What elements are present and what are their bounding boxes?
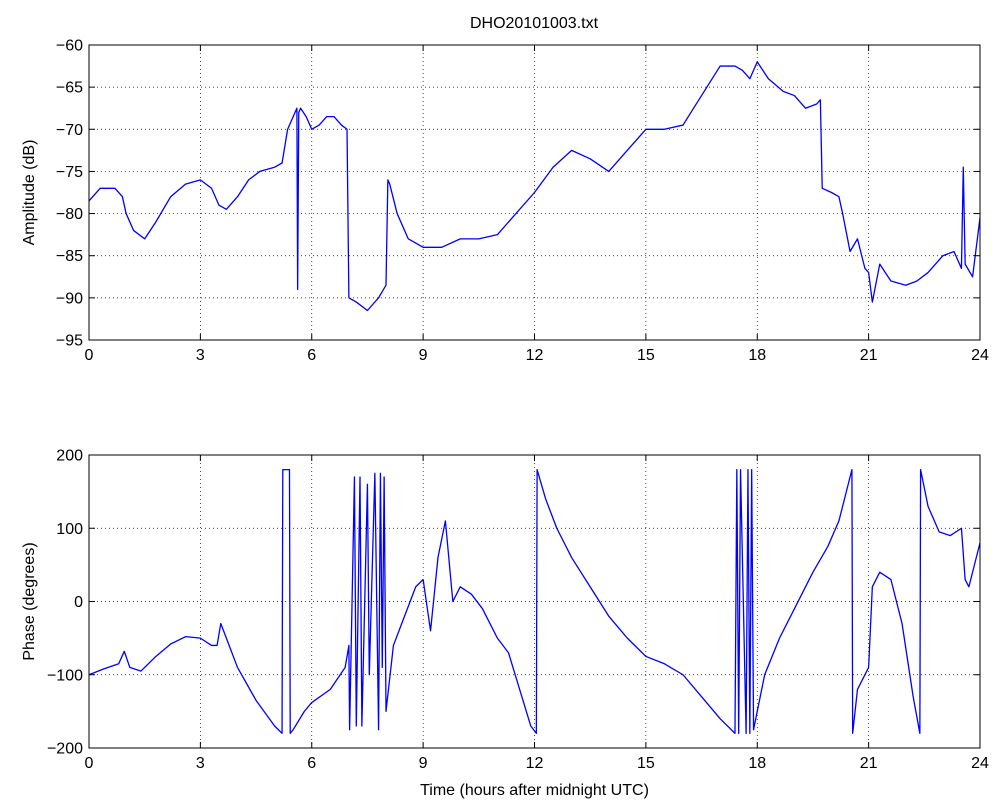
phase-x-tick-label: 24 [971, 755, 989, 772]
phase-y-axis-label: Phase (degrees) [21, 542, 38, 660]
phase-x-axis-label: Time (hours after midnight UTC) [420, 782, 649, 799]
phase-plot: 0 3 6 9 12 15 18 21 24 −200 −100 0 100 200 Phase (degr… [21, 448, 989, 800]
phase-x-tick-label: 9 [419, 755, 428, 772]
amplitude-x-tick-label: 12 [526, 347, 544, 364]
amplitude-y-tick-label: −95 [56, 333, 83, 350]
amplitude-y-axis-label: Amplitude (dB) [21, 140, 38, 246]
phase-y-tick-label: 0 [74, 594, 83, 611]
amplitude-x-tick-label: 0 [85, 347, 94, 364]
phase-x-tick-label: 15 [637, 755, 655, 772]
phase-y-tick-label: 200 [56, 448, 83, 465]
phase-x-tick-label: 0 [85, 755, 94, 772]
phase-x-tick-label: 12 [526, 755, 544, 772]
phase-x-tick-label: 21 [860, 755, 878, 772]
amplitude-y-tick-label: −65 [56, 80, 83, 97]
phase-y-tick-label: −200 [47, 741, 83, 758]
amplitude-x-tick-label: 3 [196, 347, 205, 364]
amplitude-x-tick-label: 24 [971, 347, 989, 364]
amplitude-x-tick-label: 9 [419, 347, 428, 364]
phase-x-tick-label: 18 [748, 755, 766, 772]
amplitude-y-tick-label: −70 [56, 122, 83, 139]
phase-x-tick-label: 6 [307, 755, 316, 772]
amplitude-x-tick-label: 6 [307, 347, 316, 364]
amplitude-plot: 0 3 6 9 12 15 18 21 24 −95 −90 −85 −80 −75 −70 −65 −60 Am… [21, 38, 989, 365]
amplitude-x-tick-label: 18 [748, 347, 766, 364]
phase-y-tick-label: 100 [56, 521, 83, 538]
amplitude-y-tick-label: −60 [56, 38, 83, 55]
phase-series-line [88, 469, 981, 734]
amplitude-x-tick-label: 15 [637, 347, 655, 364]
amplitude-y-tick-label: −85 [56, 248, 83, 265]
amplitude-series-line [88, 61, 981, 312]
phase-y-tick-label: −100 [47, 667, 83, 684]
phase-x-tick-label: 3 [196, 755, 205, 772]
chart-title: DHO20101003.txt [470, 15, 599, 32]
amplitude-y-tick-label: −90 [56, 290, 83, 307]
amplitude-y-tick-label: −80 [56, 206, 83, 223]
amplitude-x-tick-label: 21 [860, 347, 878, 364]
phase-plot-area [89, 455, 980, 748]
amplitude-y-tick-label: −75 [56, 164, 83, 181]
